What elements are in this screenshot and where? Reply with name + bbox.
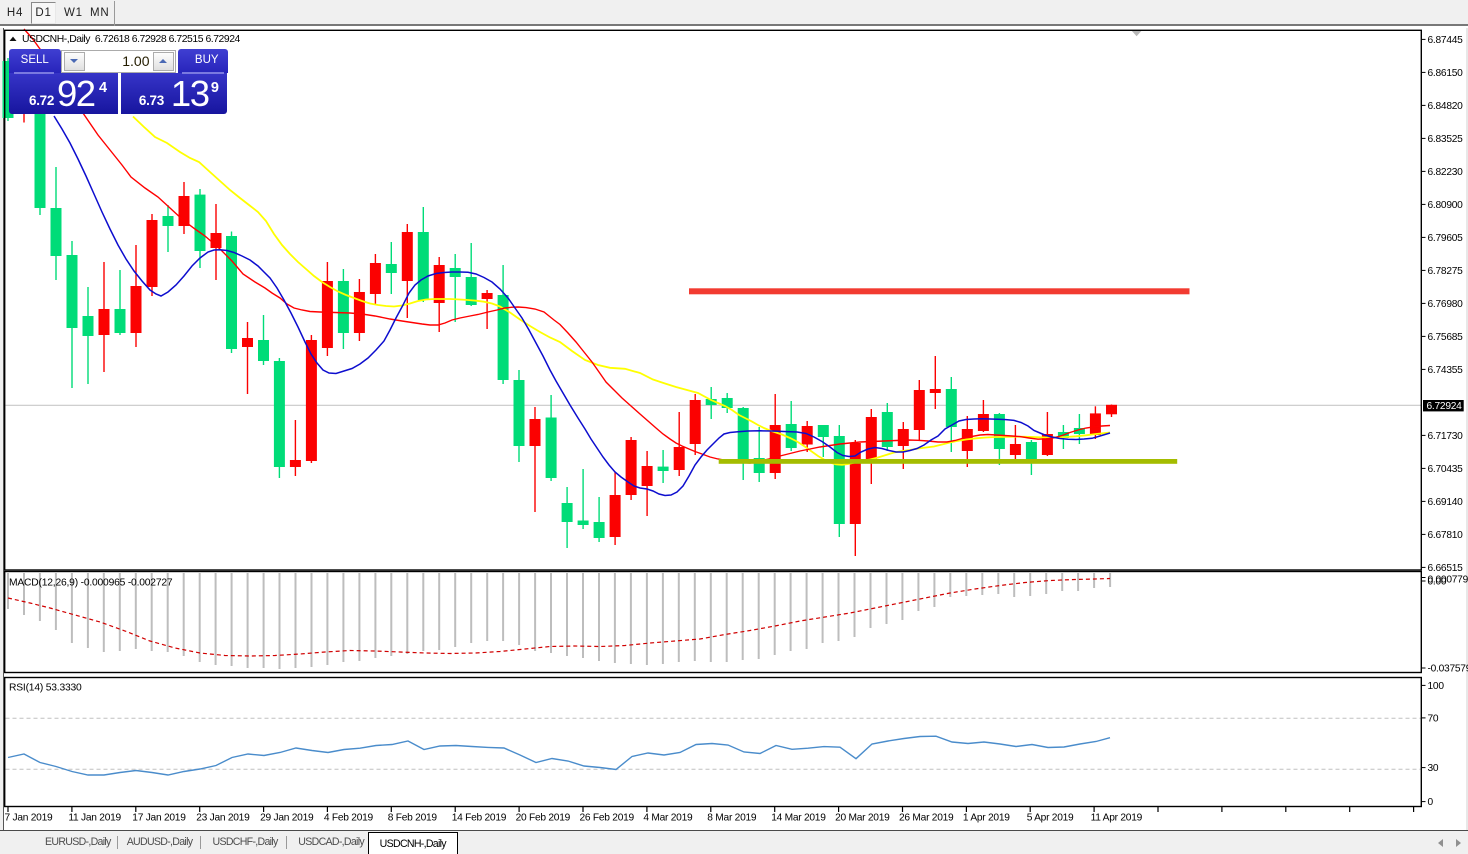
svg-text:6.84820: 6.84820 bbox=[1428, 101, 1464, 112]
svg-text:11 Jan 2019: 11 Jan 2019 bbox=[68, 813, 121, 824]
svg-text:6.74355: 6.74355 bbox=[1428, 365, 1464, 376]
svg-text:MACD(12,26,9) -0.000965 -0.002: MACD(12,26,9) -0.000965 -0.002727 bbox=[9, 578, 173, 589]
svg-text:USDCNH-,Daily 6.72618 6.72928: USDCNH-,Daily 6.72618 6.72928 6.72515 6.… bbox=[22, 34, 241, 45]
svg-text:26 Mar 2019: 26 Mar 2019 bbox=[899, 813, 954, 824]
svg-text:17 Jan 2019: 17 Jan 2019 bbox=[132, 813, 186, 824]
svg-text:0.00: 0.00 bbox=[1428, 577, 1447, 588]
svg-text:5 Apr 2019: 5 Apr 2019 bbox=[1027, 813, 1074, 824]
svg-text:23 Jan 2019: 23 Jan 2019 bbox=[196, 813, 250, 824]
svg-text:100: 100 bbox=[1428, 681, 1445, 692]
svg-text:11 Apr 2019: 11 Apr 2019 bbox=[1091, 813, 1143, 824]
svg-text:29 Jan 2019: 29 Jan 2019 bbox=[260, 813, 314, 824]
svg-text:8 Feb 2019: 8 Feb 2019 bbox=[388, 813, 438, 824]
svg-text:20 Mar 2019: 20 Mar 2019 bbox=[835, 813, 890, 824]
svg-text:6.67810: 6.67810 bbox=[1428, 530, 1464, 541]
svg-text:6.86150: 6.86150 bbox=[1428, 68, 1464, 79]
svg-text:6.66515: 6.66515 bbox=[1428, 563, 1464, 574]
svg-text:20 Feb 2019: 20 Feb 2019 bbox=[516, 813, 571, 824]
svg-text:30: 30 bbox=[1428, 763, 1439, 774]
svg-text:6.79605: 6.79605 bbox=[1428, 233, 1464, 244]
svg-text:70: 70 bbox=[1428, 714, 1439, 725]
svg-text:6.78275: 6.78275 bbox=[1428, 266, 1464, 277]
svg-text:14 Mar 2019: 14 Mar 2019 bbox=[771, 813, 826, 824]
svg-text:6.75685: 6.75685 bbox=[1428, 332, 1464, 343]
svg-text:26 Feb 2019: 26 Feb 2019 bbox=[580, 813, 635, 824]
svg-text:RSI(14) 53.3330: RSI(14) 53.3330 bbox=[9, 683, 82, 694]
svg-text:6.72924: 6.72924 bbox=[1427, 401, 1463, 412]
svg-text:1 Apr 2019: 1 Apr 2019 bbox=[963, 813, 1010, 824]
svg-text:0: 0 bbox=[1428, 797, 1434, 808]
svg-text:0.000779: 0.000779 bbox=[1428, 575, 1468, 586]
svg-text:6.70435: 6.70435 bbox=[1428, 464, 1464, 475]
svg-text:-0.037579: -0.037579 bbox=[1428, 664, 1468, 675]
svg-text:6.82230: 6.82230 bbox=[1428, 167, 1464, 178]
svg-text:6.76980: 6.76980 bbox=[1428, 299, 1464, 310]
svg-text:4 Mar 2019: 4 Mar 2019 bbox=[643, 813, 693, 824]
svg-text:6.87445: 6.87445 bbox=[1428, 35, 1464, 46]
svg-text:4 Feb 2019: 4 Feb 2019 bbox=[324, 813, 374, 824]
svg-text:8 Mar 2019: 8 Mar 2019 bbox=[707, 813, 757, 824]
svg-text:6.69140: 6.69140 bbox=[1428, 497, 1464, 508]
svg-text:7 Jan 2019: 7 Jan 2019 bbox=[5, 813, 53, 824]
svg-text:6.71730: 6.71730 bbox=[1428, 431, 1464, 442]
svg-text:14 Feb 2019: 14 Feb 2019 bbox=[452, 813, 507, 824]
svg-text:6.80900: 6.80900 bbox=[1428, 200, 1464, 211]
svg-text:6.83525: 6.83525 bbox=[1428, 134, 1464, 145]
